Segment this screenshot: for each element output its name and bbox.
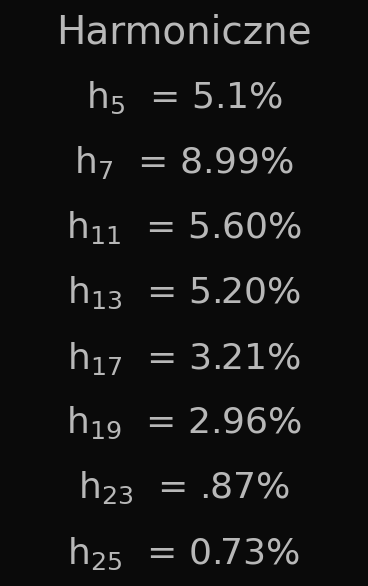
- Text: $\mathsf{h_{23}}$  = .87%: $\mathsf{h_{23}}$ = .87%: [78, 470, 290, 506]
- Text: $\mathsf{h_{19}}$  = 2.96%: $\mathsf{h_{19}}$ = 2.96%: [66, 405, 302, 441]
- Text: $\mathsf{h_{5}}$  = 5.1%: $\mathsf{h_{5}}$ = 5.1%: [86, 80, 282, 116]
- Text: $\mathsf{h_{25}}$  = 0.73%: $\mathsf{h_{25}}$ = 0.73%: [67, 535, 301, 571]
- Text: Harmoniczne: Harmoniczne: [56, 13, 312, 52]
- Text: $\mathsf{h_{7}}$  = 8.99%: $\mathsf{h_{7}}$ = 8.99%: [74, 144, 294, 181]
- Text: $\mathsf{h_{17}}$  = 3.21%: $\mathsf{h_{17}}$ = 3.21%: [67, 340, 301, 377]
- Text: $\mathsf{h_{13}}$  = 5.20%: $\mathsf{h_{13}}$ = 5.20%: [67, 275, 301, 311]
- Text: $\mathsf{h_{11}}$  = 5.60%: $\mathsf{h_{11}}$ = 5.60%: [66, 209, 302, 246]
